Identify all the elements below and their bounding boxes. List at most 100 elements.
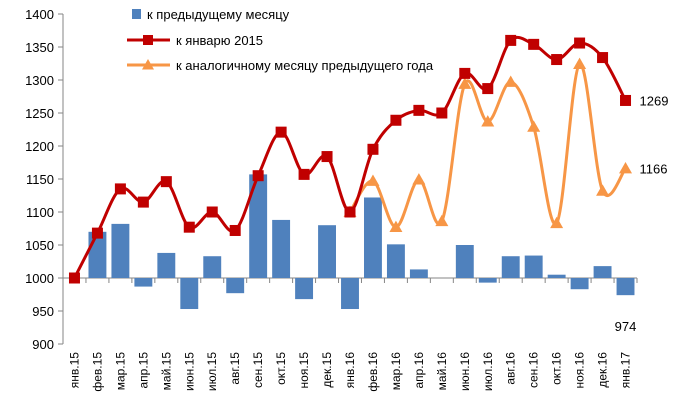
point-marker — [504, 75, 518, 87]
x-tick-label: апр.16 — [412, 352, 426, 389]
bar — [409, 269, 428, 278]
bar — [318, 225, 336, 278]
data-labels: 1269 1166 974 — [615, 93, 669, 334]
point-marker — [390, 114, 402, 126]
point-marker — [229, 224, 241, 236]
x-tick-label: апр.15 — [136, 352, 150, 389]
y-tick-label: 1200 — [25, 139, 54, 154]
x-tick-label: фев.15 — [90, 352, 104, 392]
line-series — [68, 34, 633, 284]
x-tick-label: дек.16 — [596, 352, 610, 388]
y-tick-label: 1400 — [25, 7, 54, 22]
data-label: 1269 — [640, 93, 669, 108]
point-marker — [458, 77, 472, 89]
legend-label: к предыдущему месяцу — [147, 7, 290, 22]
point-marker — [91, 227, 103, 239]
point-marker — [435, 214, 449, 227]
point-marker — [528, 38, 540, 50]
point-marker — [574, 37, 586, 49]
bar — [593, 266, 612, 278]
point-marker — [481, 115, 495, 127]
x-tick-label: авг.16 — [504, 352, 518, 385]
x-tick-label: мар.15 — [113, 352, 127, 391]
x-tick-label: июн.15 — [182, 352, 196, 391]
bar — [134, 278, 153, 287]
point-marker — [366, 174, 380, 186]
bar-series — [88, 174, 635, 310]
point-marker — [389, 220, 403, 233]
bar — [570, 278, 589, 290]
point-marker — [137, 196, 149, 208]
bar — [478, 278, 497, 283]
x-tick-label: июн.16 — [458, 352, 472, 391]
x-tick-label: дек.15 — [320, 352, 334, 388]
y-tick-label: 1050 — [25, 238, 54, 253]
point-marker — [344, 206, 356, 218]
bar — [295, 278, 314, 300]
point-marker — [551, 54, 563, 66]
bar — [341, 278, 359, 310]
point-marker — [206, 206, 218, 218]
x-tick-label: авг.15 — [228, 352, 242, 385]
bar — [88, 231, 107, 278]
point-marker — [527, 120, 541, 132]
y-tick-label: 1250 — [25, 106, 54, 121]
x-tick-label: сен.16 — [527, 352, 541, 388]
point-marker — [413, 104, 425, 116]
point-marker — [298, 168, 310, 180]
point-marker — [550, 216, 564, 229]
x-tick-label: янв.17 — [619, 352, 633, 389]
point-marker — [114, 183, 126, 195]
x-tick-label: окт.16 — [550, 352, 564, 385]
point-marker — [321, 151, 333, 163]
bar — [180, 278, 199, 310]
x-tick-label: май.16 — [435, 352, 449, 391]
point-marker — [482, 83, 494, 95]
bar — [249, 174, 268, 278]
bar — [616, 278, 635, 296]
x-tick-label: ноя.16 — [573, 352, 587, 389]
y-tick-label: 1100 — [26, 205, 54, 220]
y-tick-label: 1350 — [25, 40, 54, 55]
legend-label: к январю 2015 — [176, 33, 263, 48]
point-marker — [412, 173, 426, 185]
point-marker — [620, 94, 632, 106]
point-marker — [367, 143, 379, 155]
point-marker — [459, 67, 471, 79]
y-tick-label: 1000 — [25, 271, 54, 286]
point-marker — [597, 52, 609, 64]
x-tick-label: фев.16 — [366, 352, 380, 392]
data-label: 1166 — [640, 161, 668, 176]
point-marker — [252, 170, 264, 182]
y-tick-label: 1300 — [25, 73, 54, 88]
bar — [364, 197, 382, 278]
legend-swatch-marker — [143, 35, 153, 45]
x-tick-label: сен.15 — [251, 352, 265, 388]
bar — [455, 245, 474, 278]
bar — [547, 274, 566, 278]
point-marker — [275, 126, 287, 138]
y-tick-label: 950 — [32, 304, 54, 319]
point-marker — [183, 221, 195, 233]
line-jan2015 — [73, 35, 627, 279]
y-tick-label: 900 — [32, 337, 54, 352]
x-tick-label: май.15 — [159, 352, 173, 391]
point-marker — [436, 107, 448, 119]
bar — [501, 256, 520, 278]
legend: к предыдущему месяцу к январю 2015 к анало… — [127, 7, 434, 73]
point-marker — [160, 176, 172, 188]
x-tick-label: окт.15 — [274, 352, 288, 385]
bar — [272, 219, 291, 278]
x-tick-label: ноя.15 — [297, 352, 311, 389]
x-tick-label: июл.15 — [205, 352, 219, 391]
legend-label: к аналогичному месяцу предыдущего года — [176, 58, 434, 73]
bar — [524, 255, 543, 278]
y-tick-label: 1150 — [26, 172, 54, 187]
point-marker — [573, 57, 587, 70]
point-marker — [596, 184, 610, 196]
bar — [157, 252, 176, 278]
point-marker — [68, 272, 80, 284]
data-label: 974 — [615, 319, 637, 334]
